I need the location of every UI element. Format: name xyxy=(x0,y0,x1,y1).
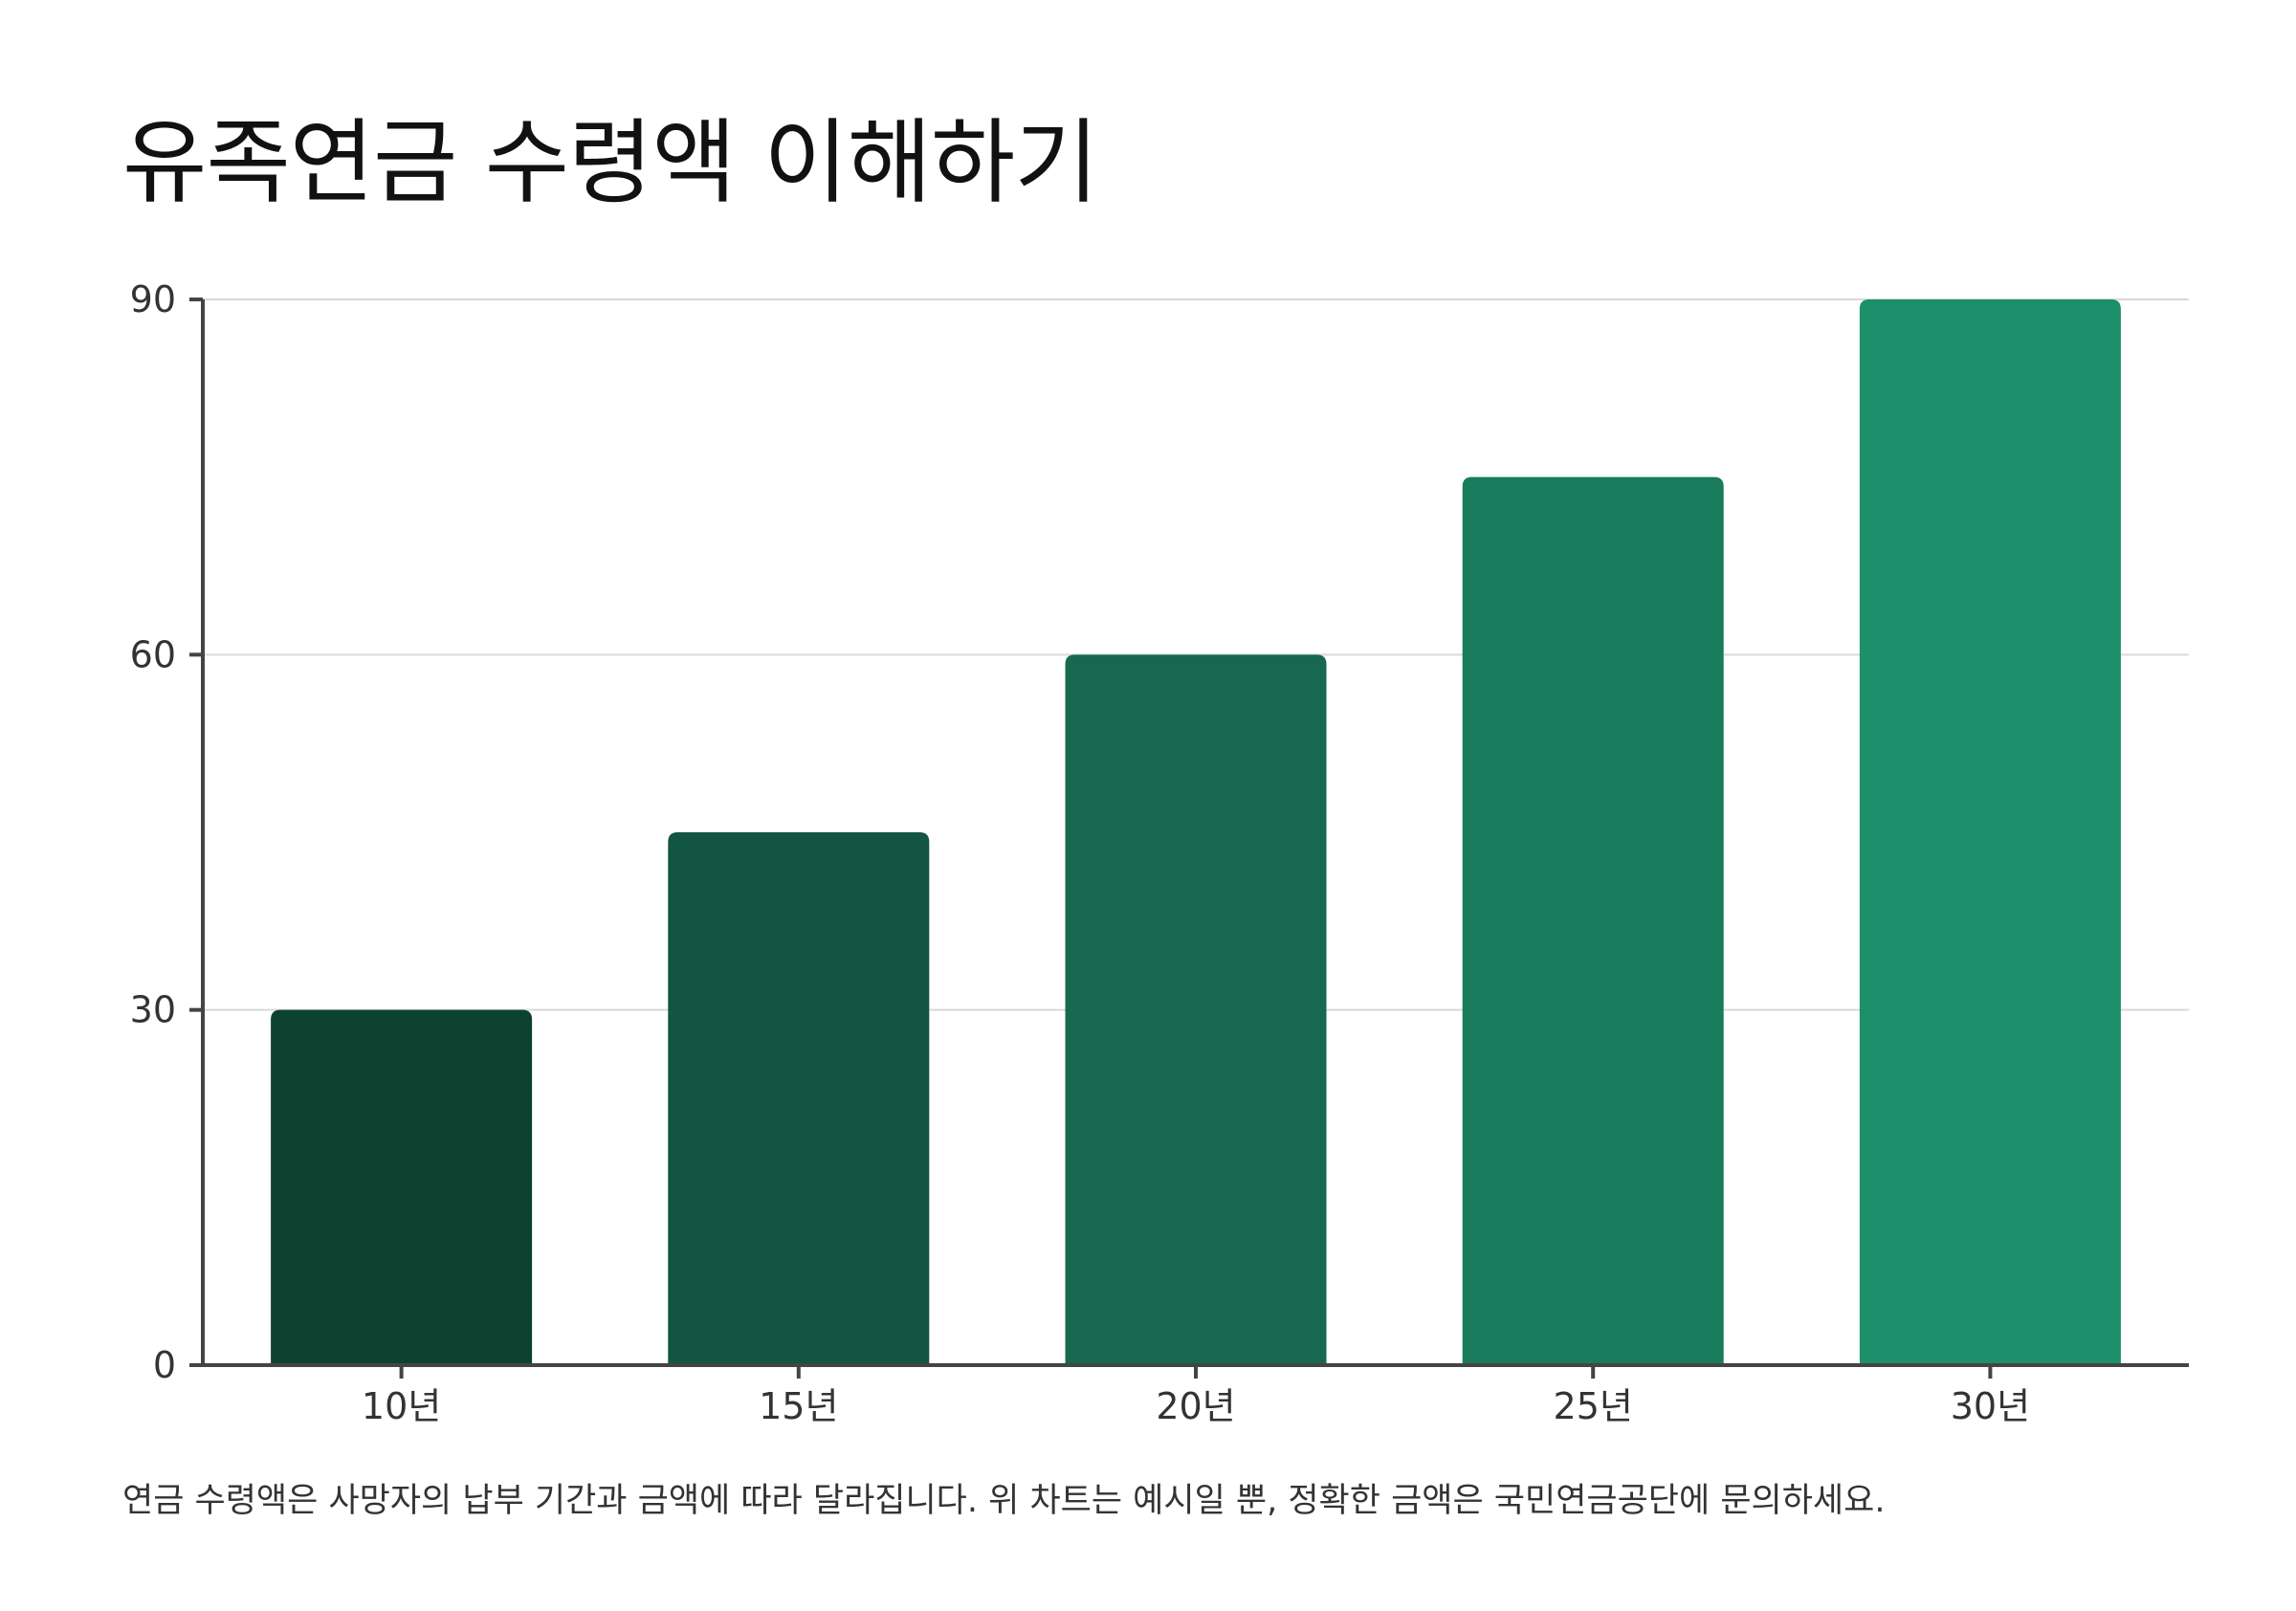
bars xyxy=(271,299,2121,1366)
bar xyxy=(271,1009,533,1365)
x-tick-label: 25년 xyxy=(1554,1385,1633,1427)
bar xyxy=(1065,654,1327,1365)
chart-title: 유족연금 수령액 이해하기 xyxy=(122,109,1099,216)
x-tick-label: 15년 xyxy=(759,1385,838,1427)
x-tick-label: 20년 xyxy=(1156,1385,1235,1427)
y-axis-ticks: 0 30 60 90 xyxy=(130,278,203,1386)
bar xyxy=(1859,299,2121,1365)
y-tick-label: 60 xyxy=(130,633,176,675)
bar xyxy=(1462,476,1724,1366)
x-tick-label: 10년 xyxy=(362,1385,441,1427)
chart-footnote: 연금 수령액은 사망자의 납부 기간과 금액에 따라 달라집니다. 위 차트는 … xyxy=(122,1482,1886,1520)
x-tick-label: 30년 xyxy=(1951,1385,2030,1427)
y-tick-label: 30 xyxy=(130,989,176,1031)
bar xyxy=(668,832,930,1365)
x-axis-ticks: 10년 15년 20년 25년 30년 xyxy=(362,1365,2030,1427)
y-tick-label: 90 xyxy=(130,278,176,320)
y-tick-label: 0 xyxy=(153,1344,176,1386)
